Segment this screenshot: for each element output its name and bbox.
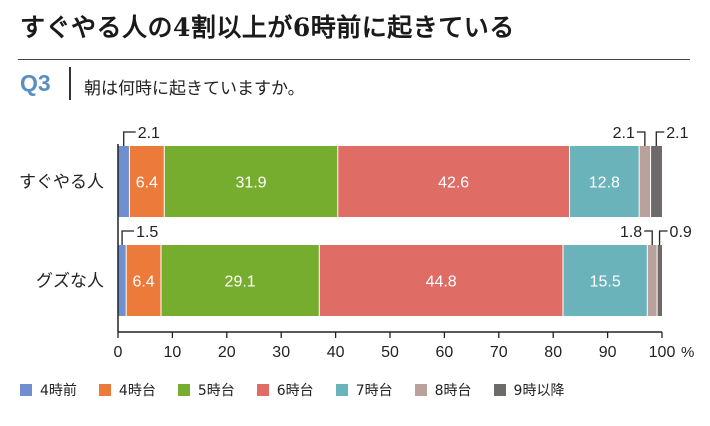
data-label: 31.9: [235, 175, 266, 192]
legend-swatch: [414, 384, 427, 396]
legend-swatch: [493, 384, 506, 396]
bar-segment: [657, 245, 662, 316]
legend-label: 5時台: [197, 383, 235, 399]
category-label: すぐやる人: [19, 173, 104, 193]
x-tick-label: 50: [381, 344, 399, 361]
x-tick-label: 80: [544, 344, 562, 361]
annotation-leader: [644, 230, 653, 245]
legend-swatch: [335, 384, 348, 396]
legend-label: 9時以降: [513, 383, 565, 399]
data-label: 29.1: [225, 274, 256, 291]
bar-segment: [639, 146, 651, 217]
headline: すぐやる人の4割以上が6時前に起きている: [20, 13, 515, 42]
x-tick-label: 90: [599, 344, 617, 361]
annotation-label: 2.1: [613, 125, 635, 142]
legend-label: 6時台: [276, 383, 314, 399]
category-label: グズな人: [36, 272, 104, 292]
data-label: 12.8: [589, 175, 620, 192]
data-label: 15.5: [590, 274, 621, 291]
annotation-label: 2.1: [666, 125, 688, 142]
data-label: 44.8: [426, 274, 457, 291]
chart-legend: 4時前 4時台 5時台 6時台 7時台 8時台 9時以降: [20, 380, 586, 400]
annotation-label: 1.8: [620, 224, 642, 241]
legend-item: 7時台: [335, 380, 393, 400]
annotation-label: 0.9: [670, 224, 692, 241]
bar-segment: [118, 245, 127, 316]
headline-rule: [18, 59, 690, 60]
x-unit-label: %: [681, 344, 694, 361]
bar-segment: [129, 146, 165, 217]
legend-item: 4時前: [20, 380, 77, 400]
legend-label: 8時台: [434, 383, 472, 399]
legend-item: 6時台: [256, 380, 314, 400]
legend-label: 7時台: [355, 383, 393, 399]
data-label: 42.6: [438, 175, 469, 192]
question-number: Q3: [20, 70, 51, 96]
question-divider: [69, 67, 71, 100]
annotation-label: 1.5: [136, 224, 158, 241]
bar-segment: [647, 245, 658, 316]
legend-item: 9時以降: [493, 380, 565, 400]
data-label: 6.4: [132, 274, 154, 291]
legend-item: 4時台: [98, 380, 156, 400]
x-tick-label: 20: [218, 344, 236, 361]
question-text: 朝は何時に起きていますか。: [84, 79, 305, 99]
annotation-leader: [636, 131, 646, 146]
data-label: 6.4: [136, 175, 158, 192]
x-tick-label: 10: [164, 344, 182, 361]
legend-item: 5時台: [177, 380, 235, 400]
x-tick-label: 40: [327, 344, 345, 361]
x-tick-label: 30: [272, 344, 290, 361]
x-tick-label: 0: [114, 344, 123, 361]
x-tick-label: 100: [649, 344, 676, 361]
annotation-leader: [658, 230, 668, 245]
legend-label: 4時台: [118, 383, 156, 399]
bar-segment: [569, 146, 640, 217]
annotation-leader: [655, 131, 665, 146]
bar-segment: [126, 245, 161, 316]
bar-segment: [319, 245, 563, 316]
legend-label: 4時前: [40, 383, 77, 399]
legend-swatch: [98, 384, 111, 396]
annotation-leader: [121, 230, 135, 245]
legend-swatch: [20, 384, 32, 396]
x-tick-label: 60: [436, 344, 454, 361]
x-tick-label: 70: [490, 344, 508, 361]
annotation-leader: [123, 131, 136, 146]
bar-segment: [650, 146, 662, 217]
bar-segment: [562, 245, 648, 316]
bar-segment: [337, 146, 570, 217]
annotation-label: 2.1: [138, 125, 160, 142]
legend-swatch: [177, 384, 190, 396]
legend-swatch: [256, 384, 269, 396]
bar-segment: [160, 245, 320, 316]
legend-item: 8時台: [414, 380, 472, 400]
bar-segment: [118, 146, 130, 217]
bar-segment: [164, 146, 338, 217]
